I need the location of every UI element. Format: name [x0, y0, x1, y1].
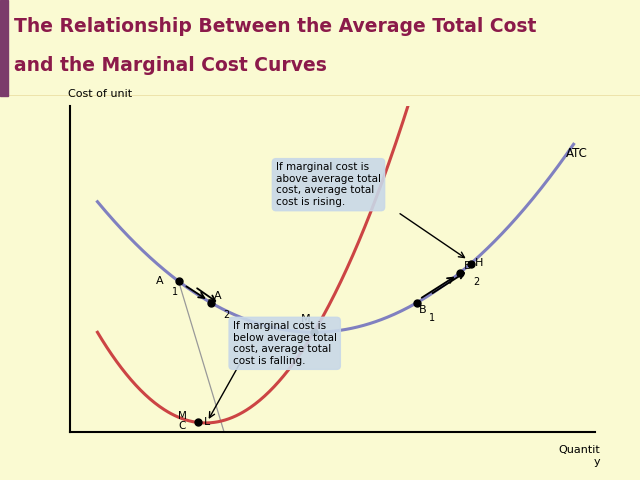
Text: A: A	[214, 290, 221, 300]
Text: B: B	[419, 305, 427, 315]
Text: A: A	[156, 276, 163, 286]
Text: If marginal cost is
above average total
cost, average total
cost is rising.: If marginal cost is above average total …	[276, 162, 381, 207]
Text: 1: 1	[429, 313, 435, 323]
Text: 1: 1	[172, 287, 178, 297]
Bar	[0, 0, 8, 96]
Text: and the Marginal Cost Curves: and the Marginal Cost Curves	[14, 56, 327, 75]
Text: Cost of unit: Cost of unit	[68, 89, 132, 99]
Text: If marginal cost is
below average total
cost, average total
cost is falling.: If marginal cost is below average total …	[233, 321, 337, 366]
Text: The Relationship Between the Average Total Cost: The Relationship Between the Average Tot…	[14, 17, 536, 36]
Text: Quantit
y: Quantit y	[559, 445, 600, 467]
Text: C: C	[179, 420, 186, 431]
Text: 2: 2	[474, 277, 480, 288]
Text: ATC: ATC	[566, 147, 588, 160]
Text: B: B	[464, 261, 472, 271]
Text: 2: 2	[223, 310, 229, 320]
Text: M: M	[301, 314, 310, 324]
Text: M: M	[178, 410, 187, 420]
Text: H: H	[475, 258, 483, 268]
Text: L: L	[204, 417, 211, 427]
